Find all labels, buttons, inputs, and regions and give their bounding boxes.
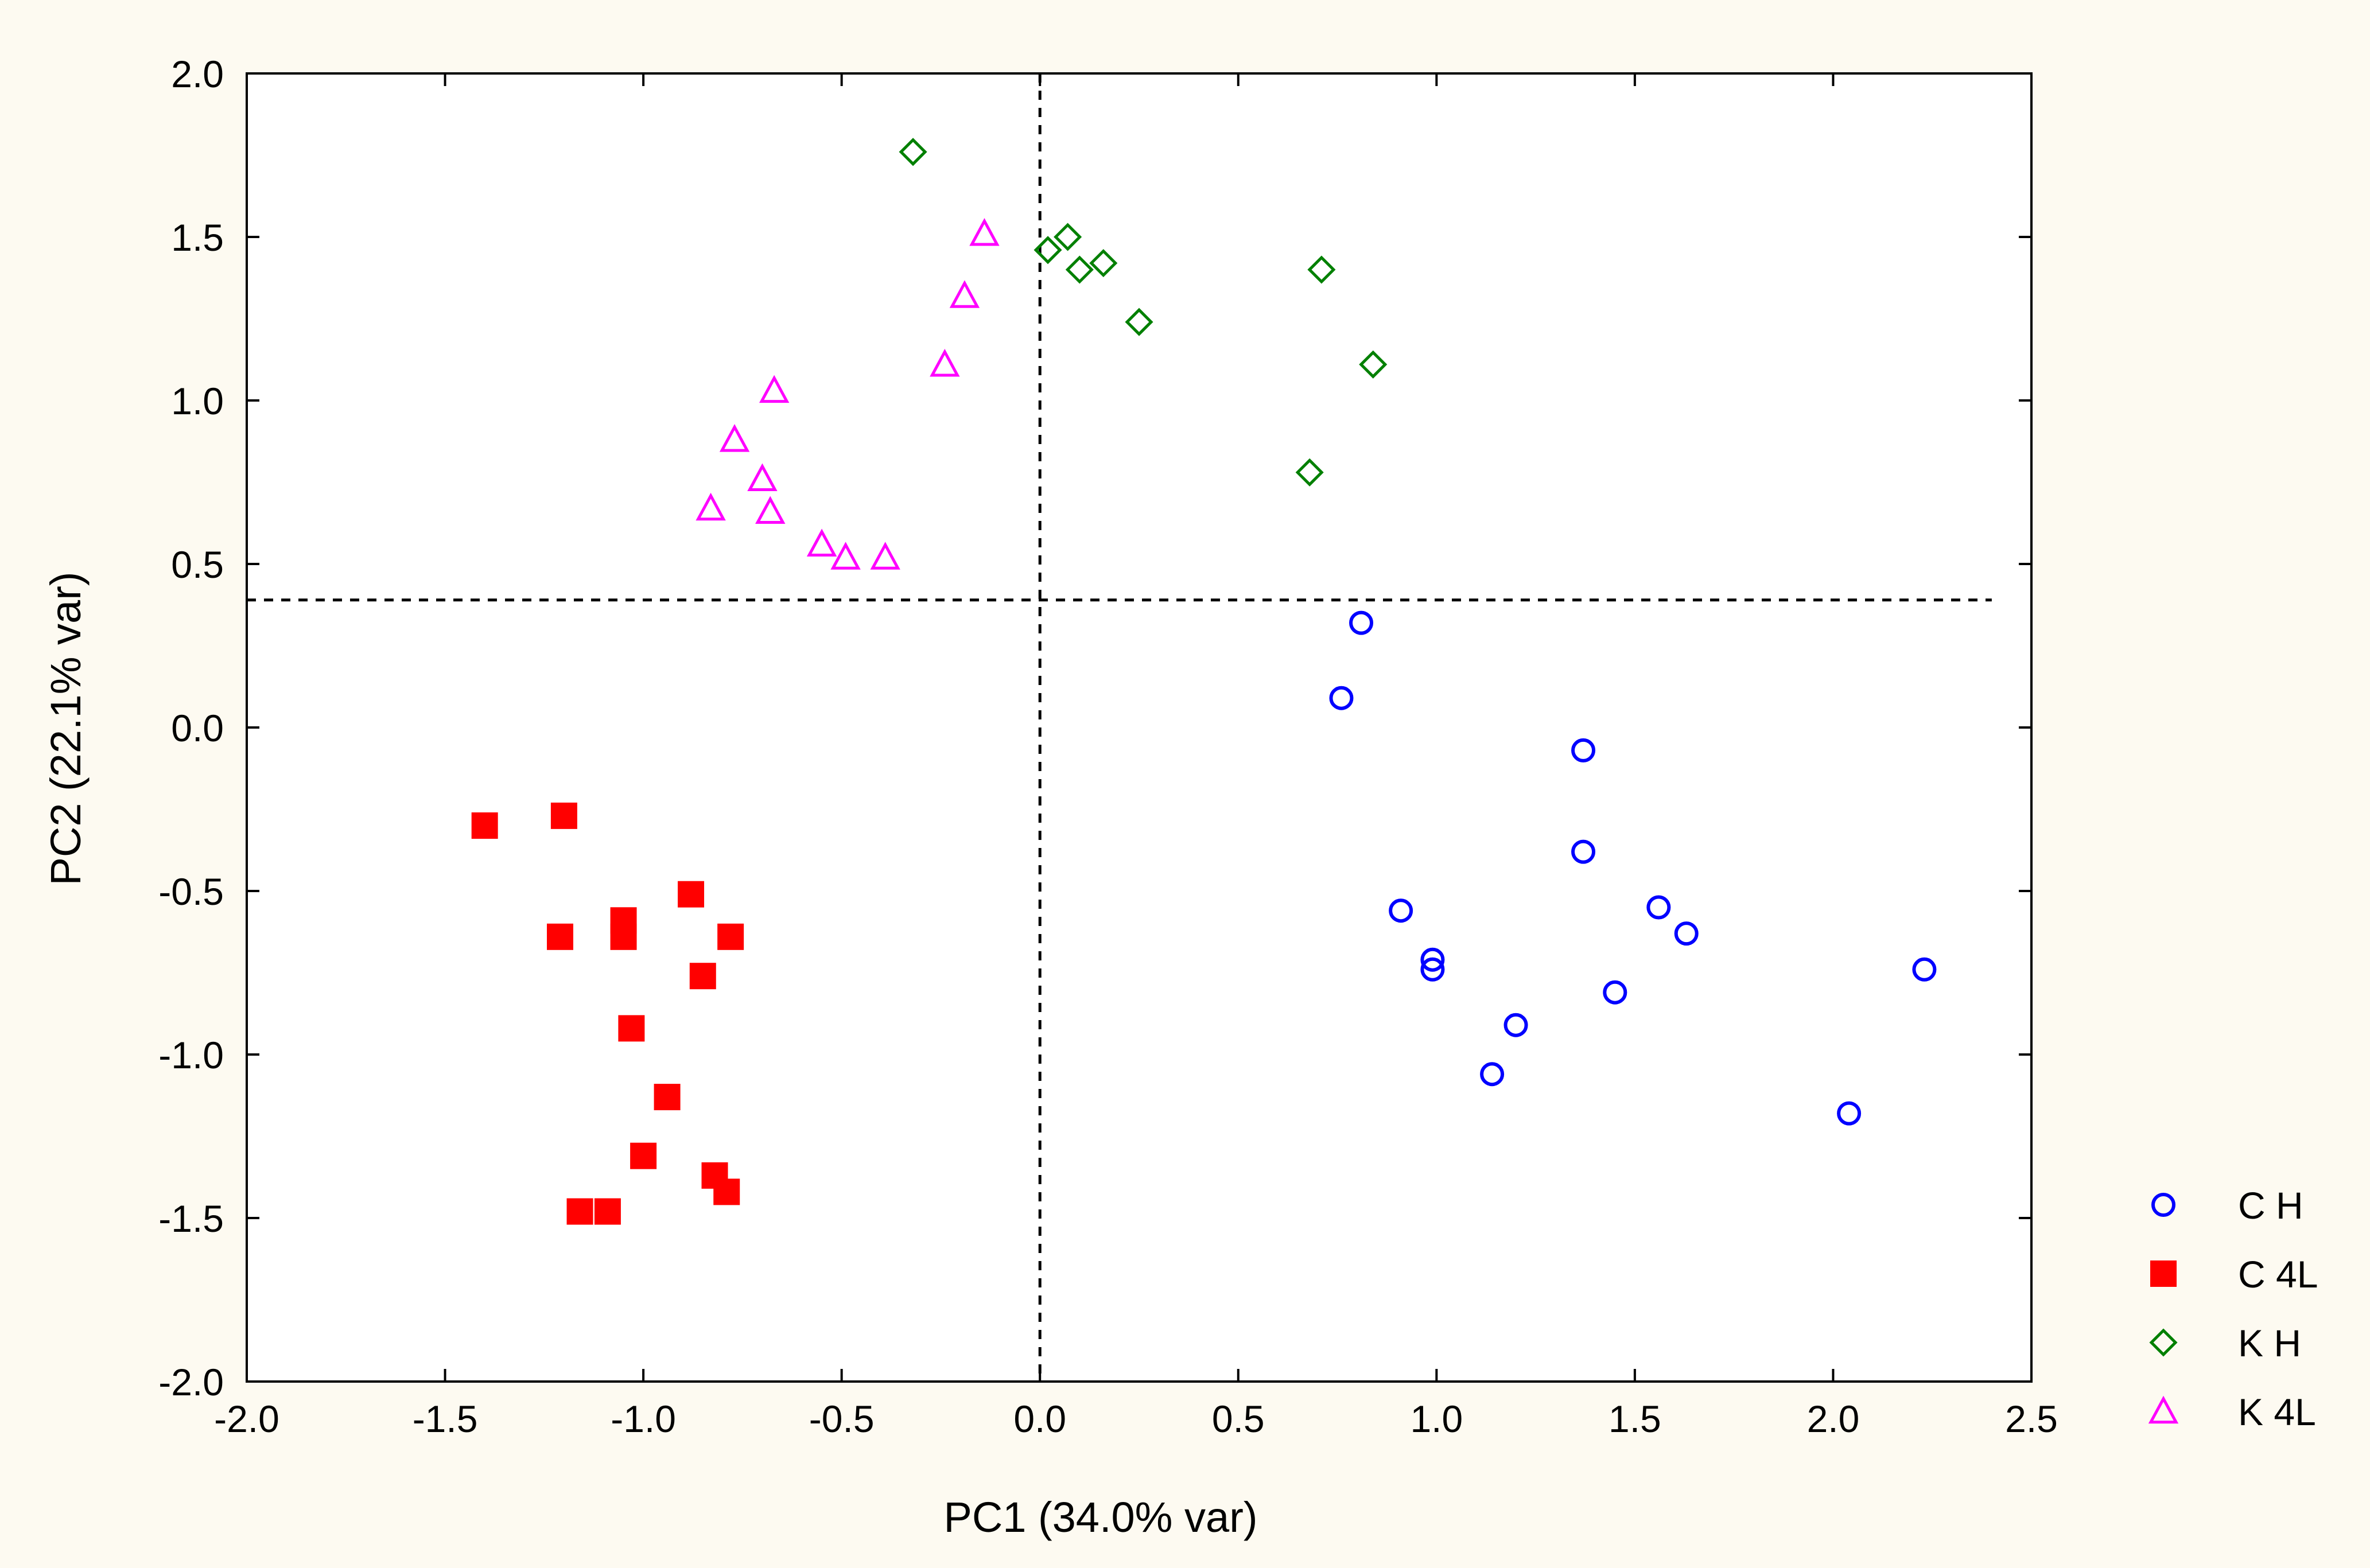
point-k-4l <box>930 349 960 377</box>
point-k-h <box>1307 255 1336 284</box>
plot-area <box>246 72 2033 1383</box>
point-c-4l <box>550 802 577 829</box>
point-c-h <box>1420 947 1445 972</box>
legend-marker-k-h <box>2149 1328 2178 1357</box>
y-tick-label: -1.0 <box>158 1034 224 1076</box>
x-axis-title: PC1 (34.0% var) <box>944 1493 1258 1541</box>
point-c-h <box>1646 895 1671 920</box>
legend: C H C 4L K H K 4L <box>2148 1184 2318 1433</box>
point-c-h <box>1571 839 1596 864</box>
x-tick-label: 1.5 <box>1609 1398 1661 1440</box>
axis-ticks: -2.0 -1.5 -1.0 -0.5 0.0 0.5 1.0 1.5 2.0 2.5 2.0 1.5… <box>158 53 2058 1440</box>
point-c-h <box>1603 980 1627 1005</box>
legend-label-k-4l: K 4L <box>2238 1391 2316 1433</box>
data-points <box>471 138 1937 1225</box>
legend-marker-k-4l <box>2148 1395 2179 1424</box>
x-tick-label: 1.0 <box>1410 1398 1463 1440</box>
point-c-h <box>1420 957 1445 982</box>
x-tick-label: 2.5 <box>2005 1398 2058 1440</box>
point-c-4l <box>689 963 716 990</box>
y-tick-label: -1.5 <box>158 1197 224 1240</box>
x-tick-label: -2.0 <box>214 1398 279 1440</box>
point-c-h <box>1912 957 1937 982</box>
reference-lines <box>247 73 1992 1382</box>
point-k-4l <box>696 492 726 521</box>
point-k-h <box>1295 458 1324 487</box>
point-k-4l <box>830 542 861 570</box>
point-c-h <box>1571 738 1596 762</box>
point-k-h <box>1065 255 1094 284</box>
point-k-4l <box>747 463 778 491</box>
point-c-4l <box>678 881 705 908</box>
point-k-4l <box>719 424 750 452</box>
y-axis-title: PC2 (22.1% var) <box>42 572 90 886</box>
point-c-4l <box>717 923 744 950</box>
y-tick-label: 2.0 <box>171 53 224 95</box>
point-c-4l <box>566 1198 593 1225</box>
point-k-h <box>1089 249 1118 278</box>
point-k-h <box>1054 223 1082 251</box>
x-tick-label: -1.5 <box>413 1398 478 1440</box>
y-tick-label: 1.0 <box>171 380 224 422</box>
point-c-4l <box>618 1015 645 1042</box>
point-c-4l <box>610 923 637 950</box>
point-c-h <box>1480 1062 1505 1087</box>
point-c-h <box>1674 921 1699 946</box>
point-c-4l <box>713 1178 740 1205</box>
point-c-4l <box>471 812 498 839</box>
y-tick-label: 0.5 <box>171 543 224 586</box>
point-k-4l <box>969 218 1000 246</box>
y-tick-label: -2.0 <box>158 1361 224 1403</box>
point-c-4l <box>630 1142 657 1169</box>
point-c-4l <box>594 1198 621 1225</box>
legend-marker-c-4l <box>2150 1260 2177 1287</box>
point-k-h <box>899 138 927 166</box>
legend-label-k-h: K H <box>2238 1322 2301 1364</box>
point-c-h <box>1837 1101 1862 1126</box>
point-k-h <box>1125 308 1153 336</box>
legend-label-c-h: C H <box>2238 1184 2303 1227</box>
point-k-h <box>1359 350 1388 379</box>
point-k-4l <box>870 542 900 570</box>
x-tick-label: 2.0 <box>1807 1398 1860 1440</box>
x-tick-label: 0.0 <box>1013 1398 1066 1440</box>
x-tick-label: -1.0 <box>611 1398 676 1440</box>
point-k-h <box>1034 236 1062 264</box>
legend-label-c-4l: C 4L <box>2238 1253 2318 1295</box>
y-tick-label: 0.0 <box>171 707 224 749</box>
point-k-4l <box>806 528 837 557</box>
point-c-h <box>1329 686 1354 710</box>
legend-marker-c-h <box>2151 1193 2175 1217</box>
x-tick-label: -0.5 <box>809 1398 875 1440</box>
point-c-h <box>1503 1013 1528 1037</box>
point-k-4l <box>759 375 790 403</box>
point-k-4l <box>755 496 786 524</box>
point-c-4l <box>546 923 573 950</box>
point-c-4l <box>654 1084 681 1111</box>
x-tick-label: 0.5 <box>1212 1398 1265 1440</box>
y-tick-label: -0.5 <box>158 870 224 913</box>
point-k-4l <box>949 280 980 308</box>
point-c-h <box>1389 898 1413 923</box>
point-c-h <box>1349 610 1374 635</box>
y-tick-label: 1.5 <box>171 216 224 259</box>
